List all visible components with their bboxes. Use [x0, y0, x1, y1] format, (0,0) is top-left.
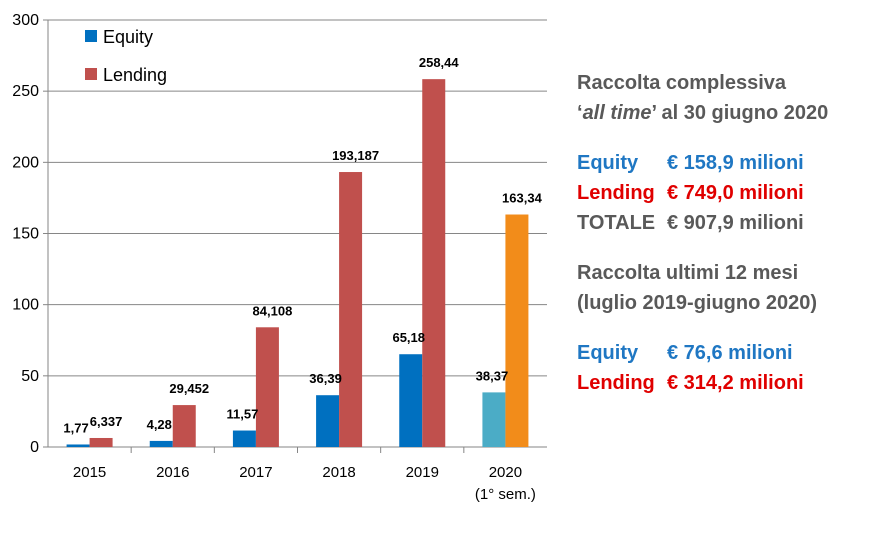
bar-equity — [66, 444, 90, 447]
y-tick-label: 150 — [12, 226, 39, 243]
y-tick-label: 0 — [30, 439, 39, 456]
bar-equity — [149, 440, 173, 447]
data-label-equity: 38,37 — [476, 368, 509, 383]
legend-label-lending: Lending — [103, 65, 167, 85]
all-time-title-line-1: Raccolta complessiva — [577, 72, 786, 94]
all-time-total-row: TOTALE € 907,9 milioni — [577, 212, 804, 234]
data-label-equity: 65,18 — [392, 330, 425, 345]
x-tick-label: 2019 — [406, 464, 439, 481]
all-time-title-line-2: ‘all time’ al 30 giugno 2020 — [577, 102, 829, 124]
all-time-equity-row: Equity € 158,9 milioni — [577, 152, 804, 174]
data-label-lending: 6,337 — [90, 414, 123, 429]
x-tick-label: 2020 — [489, 464, 522, 481]
legend-swatch-equity — [85, 30, 97, 42]
summary-panel: Raccolta complessiva ‘all time’ al 30 gi… — [577, 68, 877, 398]
y-tick-label: 200 — [12, 154, 39, 171]
bar-equity — [399, 354, 423, 447]
y-tick-label: 250 — [12, 83, 39, 100]
data-label-lending: 163,34 — [502, 191, 543, 206]
y-tick-label: 50 — [21, 368, 39, 385]
data-label-lending: 29,452 — [169, 381, 209, 396]
legend-label-equity: Equity — [103, 27, 153, 47]
x-tick-label: 2016 — [156, 464, 189, 481]
last12-title-line-1: Raccolta ultimi 12 mesi — [577, 262, 799, 284]
all-time-lending-row: Lending € 749,0 milioni — [577, 182, 804, 204]
bar-lending — [505, 214, 529, 447]
data-label-lending: 258,44 — [419, 55, 460, 70]
legend-swatch-lending — [85, 68, 97, 80]
x-tick-label: 2017 — [239, 464, 272, 481]
bar-lending — [255, 327, 279, 447]
bar-lending — [339, 172, 363, 447]
data-label-lending: 193,187 — [332, 148, 379, 163]
data-label-equity: 1,77 — [63, 420, 88, 435]
bar-lending — [172, 405, 196, 447]
x-tick-label: 2015 — [73, 464, 106, 481]
last12-lending-row: Lending € 314,2 milioni — [577, 372, 804, 394]
data-label-equity: 36,39 — [309, 371, 342, 386]
data-label-equity: 4,28 — [147, 417, 172, 432]
bar-equity — [482, 392, 506, 447]
bar-equity — [232, 430, 256, 447]
x-tick-sublabel: (1° sem.) — [475, 486, 536, 503]
y-tick-label: 300 — [12, 12, 39, 29]
bar-chart: 0 50 100 150 200 250 300 1,77 6,337 2015 4,28 29,45… — [12, 12, 547, 503]
bar-lending — [422, 79, 446, 447]
last12-title-line-2: (luglio 2019-giugno 2020) — [577, 292, 818, 314]
last12-equity-row: Equity € 76,6 milioni — [577, 342, 793, 364]
all-time-italic: all time — [582, 102, 652, 124]
data-label-equity: 11,57 — [227, 407, 259, 422]
x-tick-label: 2018 — [322, 464, 355, 481]
y-tick-label: 100 — [12, 297, 39, 314]
bar-equity — [316, 395, 340, 447]
bar-lending — [89, 437, 113, 447]
data-label-lending: 84,108 — [253, 303, 293, 318]
